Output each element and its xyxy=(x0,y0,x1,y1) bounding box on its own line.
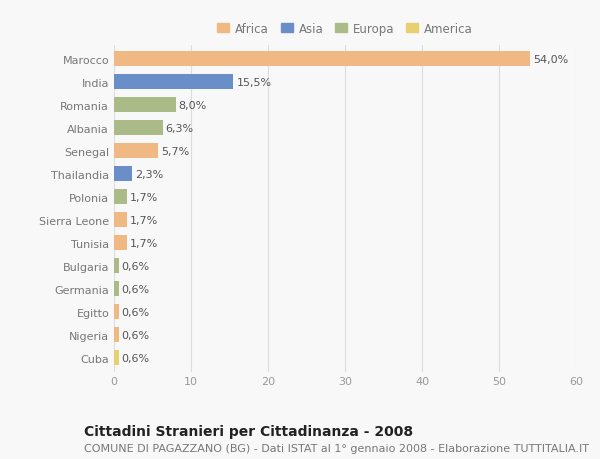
Bar xyxy=(114,236,127,251)
Bar xyxy=(114,167,132,182)
Bar xyxy=(114,52,530,67)
Text: 0,6%: 0,6% xyxy=(122,307,150,317)
Bar xyxy=(114,328,119,342)
Bar xyxy=(114,213,127,228)
Bar xyxy=(114,121,163,136)
Text: 0,6%: 0,6% xyxy=(122,330,150,340)
Text: 8,0%: 8,0% xyxy=(179,101,207,111)
Text: 0,6%: 0,6% xyxy=(122,284,150,294)
Text: 1,7%: 1,7% xyxy=(130,192,158,202)
Bar xyxy=(114,282,119,297)
Text: 2,3%: 2,3% xyxy=(135,169,163,179)
Text: 1,7%: 1,7% xyxy=(130,215,158,225)
Legend: Africa, Asia, Europa, America: Africa, Asia, Europa, America xyxy=(214,19,476,39)
Text: 0,6%: 0,6% xyxy=(122,353,150,363)
Text: 0,6%: 0,6% xyxy=(122,261,150,271)
Bar xyxy=(114,351,119,365)
Text: 54,0%: 54,0% xyxy=(533,55,568,65)
Text: Cittadini Stranieri per Cittadinanza - 2008: Cittadini Stranieri per Cittadinanza - 2… xyxy=(84,425,413,438)
Text: 15,5%: 15,5% xyxy=(236,78,272,88)
Bar xyxy=(114,75,233,90)
Bar xyxy=(114,305,119,319)
Bar xyxy=(114,98,176,113)
Text: 5,7%: 5,7% xyxy=(161,146,189,157)
Bar xyxy=(114,259,119,274)
Text: 1,7%: 1,7% xyxy=(130,238,158,248)
Bar xyxy=(114,144,158,159)
Text: COMUNE DI PAGAZZANO (BG) - Dati ISTAT al 1° gennaio 2008 - Elaborazione TUTTITAL: COMUNE DI PAGAZZANO (BG) - Dati ISTAT al… xyxy=(84,443,589,453)
Bar xyxy=(114,190,127,205)
Text: 6,3%: 6,3% xyxy=(166,123,194,134)
